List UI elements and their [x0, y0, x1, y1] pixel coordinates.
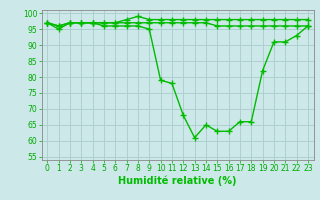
X-axis label: Humidité relative (%): Humidité relative (%): [118, 176, 237, 186]
